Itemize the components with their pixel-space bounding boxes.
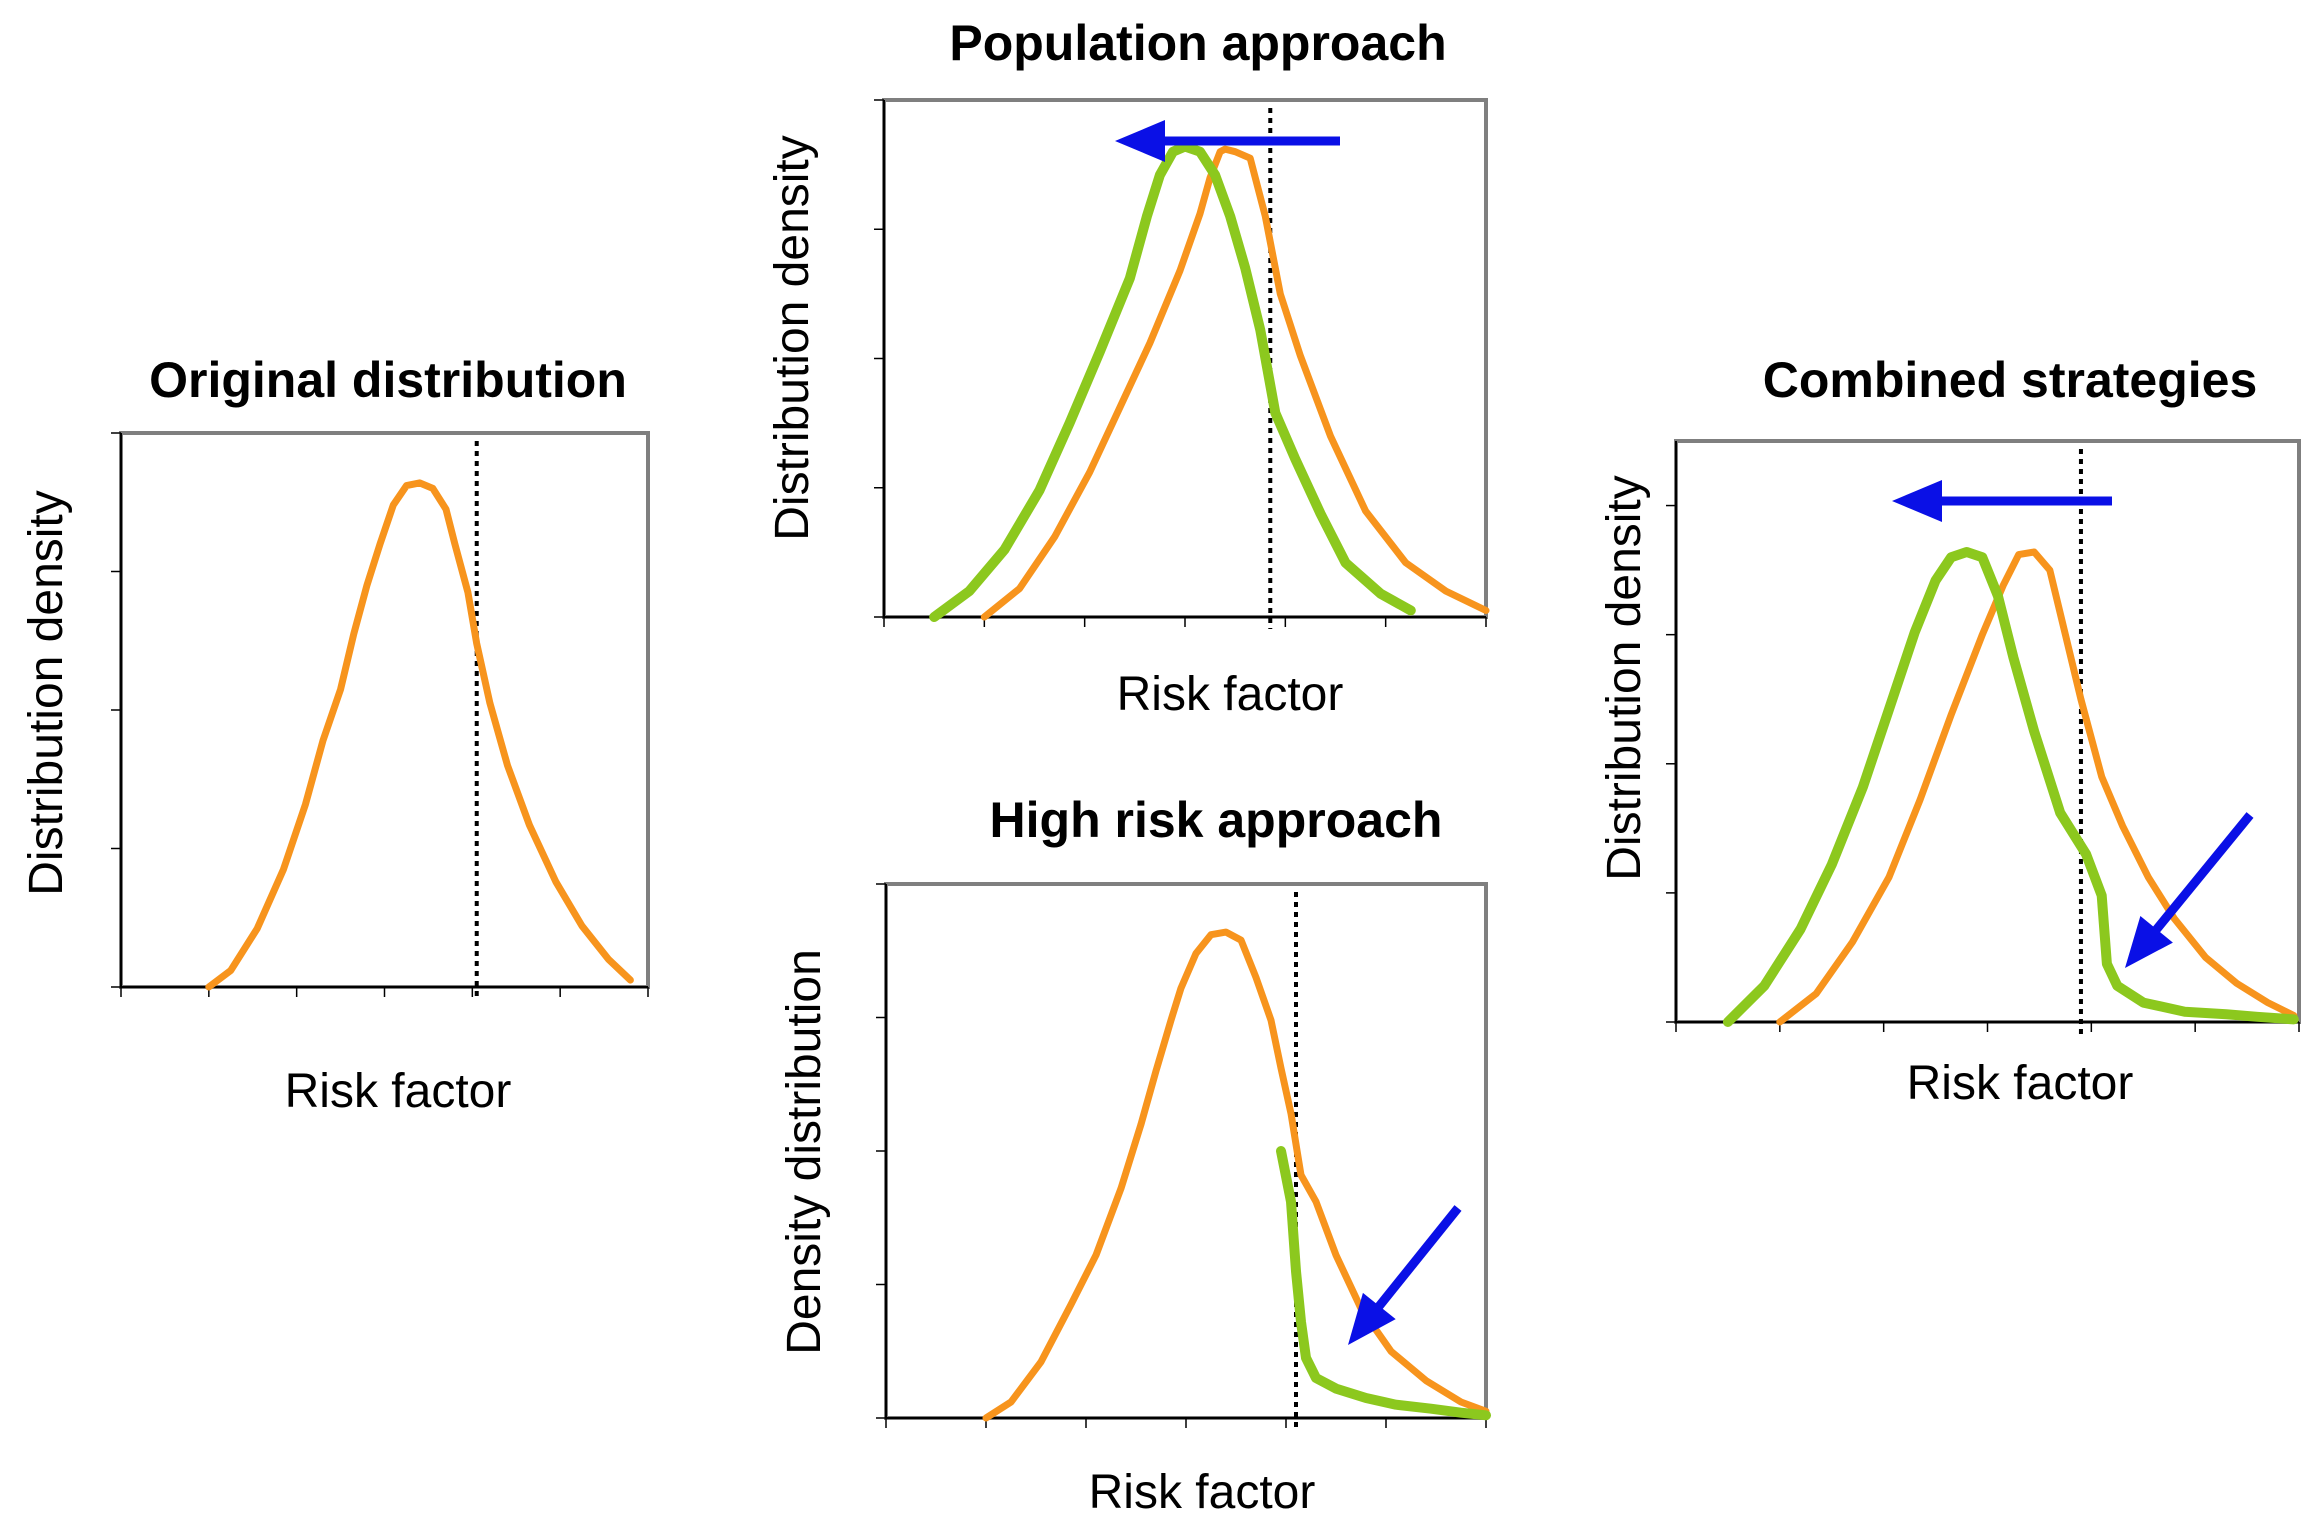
shifted-distribution-curve: [1276, 1146, 1491, 1421]
arrow-head: [1892, 480, 1942, 522]
x-axis-label: Risk factor: [285, 1065, 512, 1118]
plot-frame: [1674, 439, 2301, 1024]
x-axis-label: Risk factor: [1907, 1057, 2134, 1110]
y-axis-label: Distribution density: [766, 135, 819, 541]
plot-area: [876, 882, 1491, 1430]
panel-high-risk-approach: High risk approach Risk factor Density d…: [778, 792, 1491, 1519]
plot-area: [874, 98, 1490, 629]
chart-title: High risk approach: [990, 792, 1443, 848]
arrow-head: [1115, 120, 1165, 162]
original-distribution-curve: [980, 145, 1490, 621]
y-axis-label: Distribution density: [1598, 475, 1651, 881]
shifted-distribution-curve: [929, 141, 1416, 622]
chart-title: Combined strategies: [1763, 352, 2258, 408]
arrow-shaft: [2149, 812, 2254, 937]
chart-title: Original distribution: [149, 352, 627, 408]
arrow-head: [2125, 915, 2173, 968]
x-axis-label: Risk factor: [1089, 1466, 1316, 1519]
panel-population-approach: Population approach Risk factor Distribu…: [766, 15, 1490, 721]
plot-frame: [884, 882, 1488, 1420]
y-axis-label: Density distribution: [778, 949, 831, 1355]
original-distribution-curve: [982, 928, 1490, 1422]
plot-area: [111, 431, 650, 999]
arrow-shaft: [1372, 1205, 1462, 1314]
arrow-head: [1348, 1292, 1396, 1345]
direction-arrow: [2125, 812, 2254, 968]
direction-arrow: [1348, 1205, 1462, 1345]
panel-original-distribution: Original distribution Risk factor Distri…: [20, 352, 650, 1118]
panel-combined-strategies: Combined strategies Risk factor Distribu…: [1598, 352, 2301, 1110]
y-axis-label: Distribution density: [20, 490, 73, 896]
shifted-distribution-curve: [1722, 547, 2299, 1027]
direction-arrow: [1115, 120, 1340, 162]
original-distribution-curve: [1776, 548, 2298, 1026]
plot-frame: [882, 98, 1488, 619]
chart-title: Population approach: [949, 15, 1446, 71]
direction-arrow: [1892, 480, 2112, 522]
original-distribution-curve: [205, 479, 634, 991]
x-axis-label: Risk factor: [1117, 668, 1344, 721]
plot-area: [1666, 439, 2301, 1034]
